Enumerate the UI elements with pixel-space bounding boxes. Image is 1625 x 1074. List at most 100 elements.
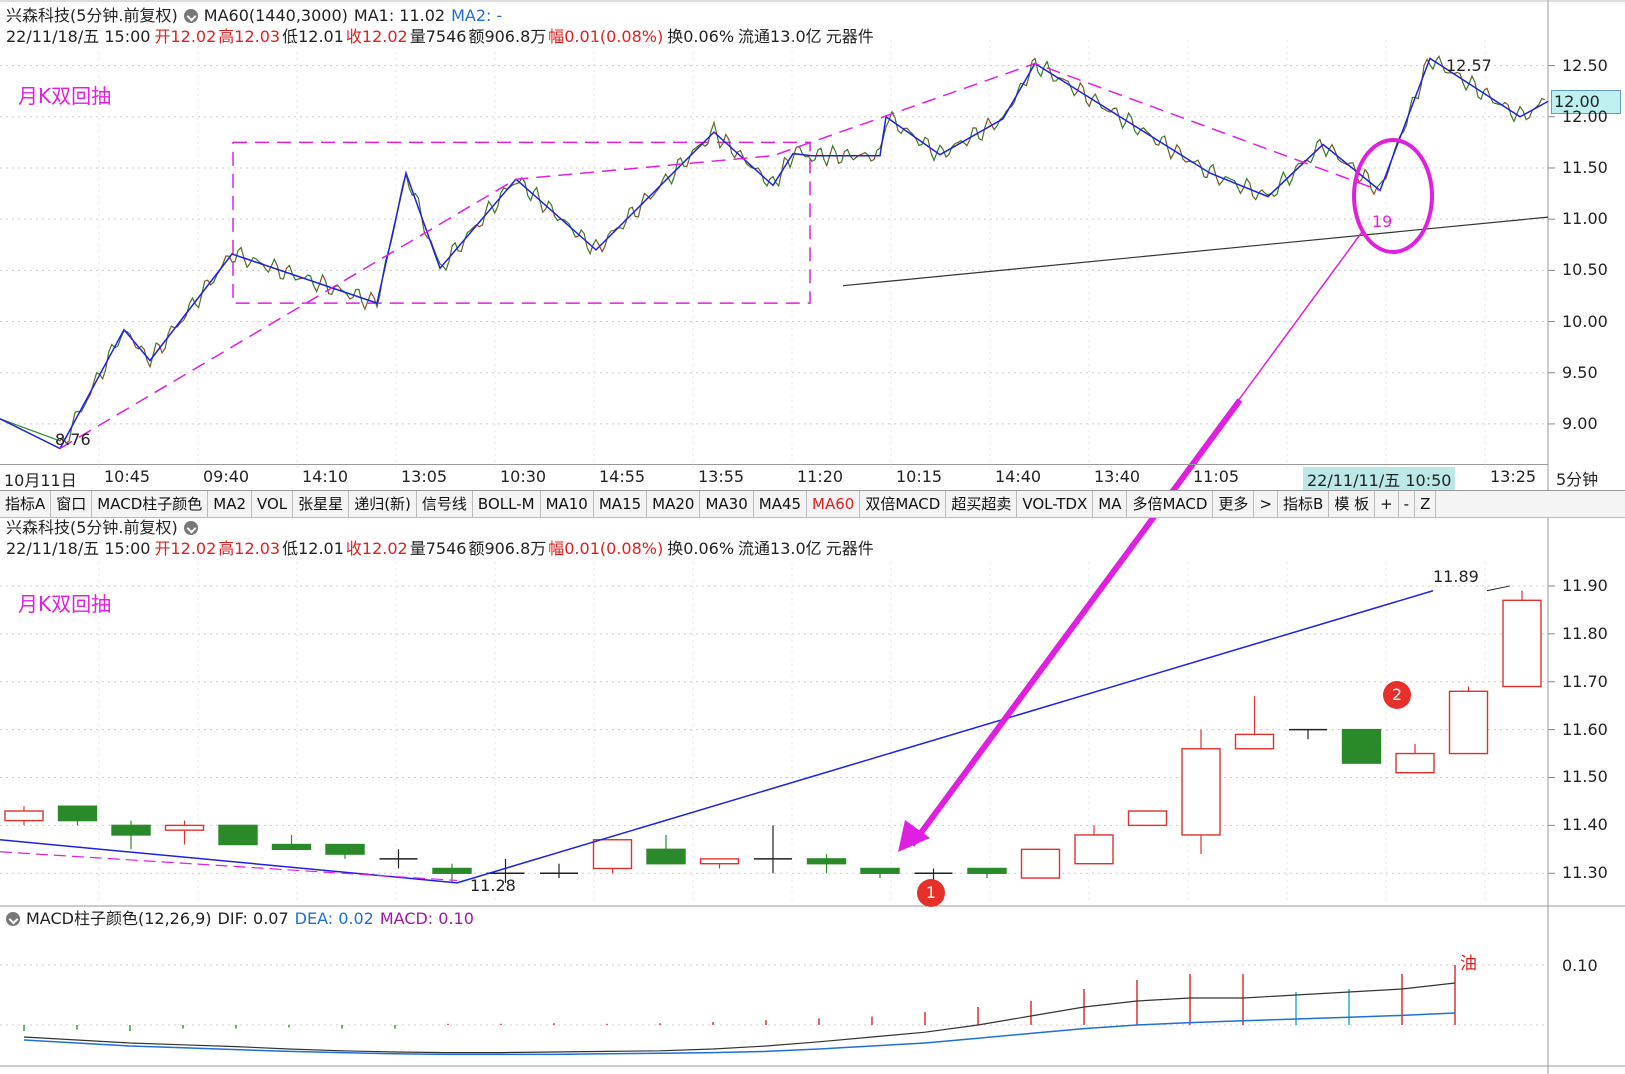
low-label: 低12.01 <box>282 539 344 558</box>
top-price-grid <box>0 40 1555 470</box>
change-label: 幅0.01(0.08%) <box>548 539 664 558</box>
volume-label: 量7546 <box>409 539 467 558</box>
amount-label: 额906.8万 <box>468 27 547 46</box>
candle-trend-up <box>456 590 1434 884</box>
toolbar-item-12[interactable]: MA30 <box>700 491 754 517</box>
y-tick-label: 11.90 <box>1562 575 1608 595</box>
current-price-tag: 12.00 <box>1551 90 1621 114</box>
y-tick-label: 11.80 <box>1562 623 1608 643</box>
toolbar-item-7[interactable]: 信号线 <box>417 491 473 517</box>
bottom-info-line: 22/11/18/五 15:00 开12.02 高12.03 低12.01 收12.02… <box>6 539 880 559</box>
y-tick-label: 11.60 <box>1562 719 1608 739</box>
low-price-label: 8.76 <box>55 430 91 449</box>
candle-body <box>1234 733 1275 750</box>
toolbar-item-25[interactable]: - <box>1399 491 1416 517</box>
candle-body <box>699 858 740 865</box>
toolbar-item-11[interactable]: MA20 <box>647 491 701 517</box>
toolbar-item-16[interactable]: 超买超卖 <box>946 491 1018 517</box>
dropdown-icon[interactable] <box>183 9 198 23</box>
time-label: 11:20 <box>797 467 844 486</box>
candle-body <box>271 843 312 851</box>
toolbar-item-20[interactable]: 更多 <box>1213 491 1255 517</box>
candle-body <box>1181 748 1221 836</box>
top-annotation: 月K双回抽 <box>18 84 112 108</box>
top-price-chart <box>0 55 1549 450</box>
toolbar-item-3[interactable]: MA2 <box>208 491 252 517</box>
y-tick-label: 9.50 <box>1562 362 1598 382</box>
toolbar-item-4[interactable]: VOL <box>252 491 294 517</box>
bottom-high-label: 11.89 <box>1433 567 1479 586</box>
candle-trend-dashed <box>0 851 458 882</box>
dif-line <box>23 982 1456 1054</box>
toolbar-item-26[interactable]: Z <box>1415 491 1437 517</box>
toolbar-item-13[interactable]: MA45 <box>754 491 808 517</box>
date-label: 22/11/18/五 15:00 <box>6 539 151 558</box>
candle-body <box>967 867 1007 874</box>
toolbar-item-23[interactable]: 模 板 <box>1329 491 1376 517</box>
toolbar-item-24[interactable]: + <box>1375 491 1399 517</box>
y-tick-label: 11.70 <box>1562 671 1608 691</box>
toolbar-item-1[interactable]: 窗口 <box>51 491 93 517</box>
top-title-line: 兴森科技(5分钟.前复权) MA60(1440,3000) MA1: 11.02 MA… <box>6 6 508 26</box>
candle-body <box>164 824 205 831</box>
ma2-label: MA2: - <box>451 6 503 25</box>
open-label: 开12.02 <box>154 539 217 558</box>
turnover-label: 换0.06% <box>667 27 735 46</box>
period-label[interactable]: 5分钟 <box>1556 470 1599 489</box>
macd-label: MACD: 0.10 <box>379 909 474 928</box>
top-info-line: 22/11/18/五 15:00 开12.02 高12.03 低12.01 收12.02… <box>6 27 880 47</box>
toolbar-item-5[interactable]: 张星星 <box>293 491 350 517</box>
candle-body <box>1341 728 1382 764</box>
stock-name: 兴森科技(5分钟.前复权) <box>6 6 178 25</box>
volume-label: 量7546 <box>409 27 467 46</box>
time-label: 10:45 <box>104 467 151 486</box>
time-label: 09:40 <box>203 467 250 486</box>
toolbar-item-10[interactable]: MA15 <box>594 491 648 517</box>
y-tick-label: 12.00 <box>1562 106 1608 126</box>
y-tick-label: 12.50 <box>1562 55 1608 75</box>
candle-body <box>592 839 633 870</box>
toolbar-item-22[interactable]: 指标B <box>1278 491 1330 517</box>
marker-badge-1: 1 <box>917 879 945 907</box>
float-label: 流通13.0亿 <box>738 27 822 46</box>
zigzag-line <box>0 57 1549 450</box>
sector-label: 元器件 <box>825 27 874 46</box>
toolbar-item-2[interactable]: MACD柱子颜色 <box>92 491 209 517</box>
toolbar-item-18[interactable]: MA <box>1093 491 1128 517</box>
indicator-toolbar: 指标A 窗口 MACD柱子颜色 MA2 VOL 张星星 递归(新) 信号线 BOLL-M MA10… <box>0 490 1625 518</box>
candle-body <box>1020 848 1061 879</box>
circle-label: 19 <box>1372 212 1393 231</box>
y-tick-label: 11.50 <box>1562 157 1608 177</box>
toolbar-item-8[interactable]: BOLL-M <box>473 491 541 517</box>
y-tick-label: 9.00 <box>1562 413 1598 433</box>
time-label: 10:30 <box>500 467 547 486</box>
toolbar-item-14[interactable]: MA60 <box>807 491 861 517</box>
toolbar-item-6[interactable]: 递归(新) <box>349 491 417 517</box>
macd-title-line: MACD柱子颜色(12,26,9) DIF: 0.07 DEA: 0.02 MACD:… <box>6 909 480 929</box>
high-label: 高12.03 <box>218 539 281 558</box>
y-tick-label: 11.50 <box>1562 767 1608 787</box>
toolbar-item-17[interactable]: VOL-TDX <box>1017 491 1094 517</box>
ma60-label: MA60(1440,3000) <box>203 6 348 25</box>
toolbar-item-0[interactable]: 指标A <box>0 491 52 517</box>
dropdown-icon[interactable] <box>6 912 20 926</box>
toolbar-item-19[interactable]: 多倍MACD <box>1127 491 1214 517</box>
ma-line <box>842 216 1549 287</box>
toolbar-item-15[interactable]: 双倍MACD <box>860 491 947 517</box>
bottom-price-grid <box>0 562 1555 902</box>
candle-body <box>111 824 151 836</box>
time-label: 13:55 <box>698 467 745 486</box>
toolbar-item-21[interactable]: > <box>1254 491 1279 517</box>
annotation-arrow-shaft <box>909 398 1243 847</box>
marker-badge-2: 2 <box>1383 681 1411 709</box>
amount-label: 额906.8万 <box>468 539 547 558</box>
bottom-annotation: 月K双回抽 <box>18 592 112 616</box>
candle-body <box>218 824 258 846</box>
dropdown-icon[interactable] <box>183 521 198 535</box>
dea-line <box>23 1012 1456 1056</box>
y-tick-label: 11.40 <box>1562 815 1608 835</box>
y-tick-label: 11.30 <box>1562 863 1608 883</box>
toolbar-item-9[interactable]: MA10 <box>541 491 594 517</box>
time-label: 10月11日 <box>4 471 77 490</box>
